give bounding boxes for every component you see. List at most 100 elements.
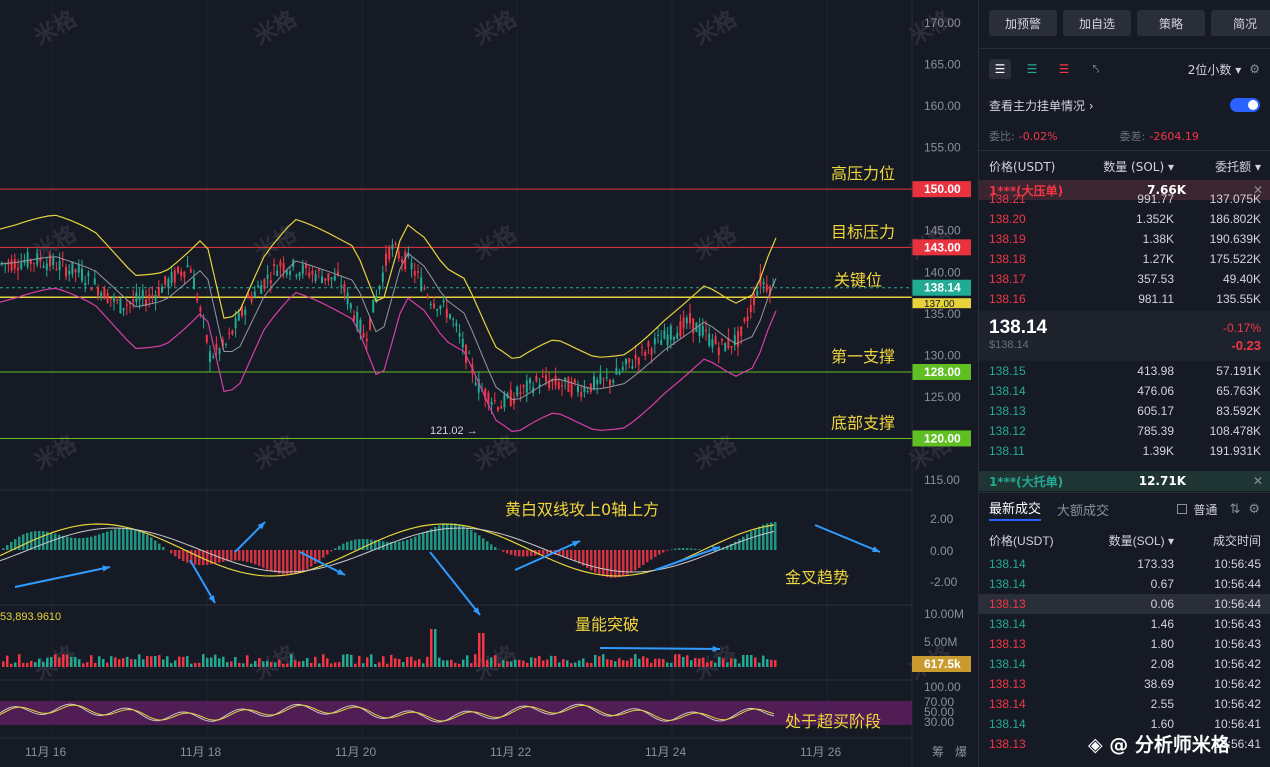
candle-body (279, 261, 282, 267)
bid-row[interactable]: 138.12 785.39 108.478K (979, 421, 1270, 441)
chart-canvas[interactable]: 米格米格米格米格米格米格米格米格米格米格米格米格米格米格米格米格米格米格米格米格… (0, 0, 976, 767)
volume-bar (174, 660, 177, 667)
rsi-band (0, 701, 912, 725)
normal-filter[interactable]: 普通 (1177, 501, 1217, 518)
amount-cell: 186.802K (1209, 212, 1261, 226)
candle-body (452, 318, 455, 320)
volume-bar (358, 655, 361, 667)
main-orders-link[interactable]: 查看主力挂单情况 › (989, 98, 1094, 113)
candle-body (369, 317, 371, 330)
settings-icon[interactable]: ⚙ (1248, 501, 1260, 517)
close-icon[interactable]: ✕ (1252, 474, 1263, 488)
candle-body (749, 304, 752, 313)
volume-bar (110, 656, 113, 667)
overview-button[interactable]: 简况 (1211, 10, 1270, 36)
col-amount[interactable]: 委托额 ▾ (1215, 159, 1261, 174)
volume-bar (6, 655, 9, 667)
trade-row[interactable]: 138.14 1.60 10:56:41 (979, 714, 1270, 734)
big-buy-label: 1***(大托单) (989, 474, 1064, 489)
bid-row[interactable]: 138.15 413.98 57.191K (979, 361, 1270, 381)
big-buy-order[interactable]: 1***(大托单) 12.71K ✕ (979, 471, 1270, 491)
add-watchlist-button[interactable]: 加自选 (1063, 10, 1131, 36)
trade-row[interactable]: 138.13 0.06 10:56:44 (979, 594, 1270, 614)
main-orders-toggle[interactable] (1230, 98, 1260, 112)
price-chart[interactable]: 米格米格米格米格米格米格米格米格米格米格米格米格米格米格米格米格米格米格米格米格… (0, 0, 976, 767)
price-level-badge-text: 137.00 (924, 299, 955, 310)
volume-bar (422, 663, 425, 667)
candle-body (663, 330, 666, 339)
macd-bar (606, 550, 609, 578)
filter-icon[interactable]: ⇅ (1229, 501, 1241, 517)
bid-row[interactable]: 138.14 476.06 65.763K (979, 381, 1270, 401)
candle-body (84, 282, 87, 286)
orderbook-asks-icon[interactable]: ☰ (1058, 62, 1070, 76)
volume-bar (574, 662, 577, 667)
candle-body (52, 257, 55, 266)
col-qty[interactable]: 数量 (SOL) ▾ (1103, 159, 1174, 174)
candle-body (337, 271, 339, 275)
candle-body (711, 339, 714, 348)
time-cell: 10:56:41 (1214, 737, 1261, 751)
trade-row[interactable]: 138.14 2.55 10:56:42 (979, 694, 1270, 714)
candle-body (218, 348, 221, 355)
candle-body (609, 379, 611, 386)
macd-bar (218, 550, 221, 563)
trade-row[interactable]: 138.14 2.08 10:56:42 (979, 654, 1270, 674)
candle-body (231, 330, 234, 335)
checkbox[interactable] (1177, 504, 1188, 514)
tab-large-trades[interactable]: 大额成交 (1057, 503, 1110, 519)
price-cell: 138.18 (989, 252, 1026, 266)
ask-row[interactable]: 138.18 1.27K 175.522K (979, 249, 1270, 269)
volume-bar (118, 659, 121, 667)
close-icon[interactable]: ✕ (1252, 183, 1263, 197)
add-alert-button[interactable]: 加预警 (989, 10, 1057, 36)
volume-bar (570, 663, 573, 667)
candle-body (388, 246, 391, 260)
bid-row[interactable]: 138.13 605.17 83.592K (979, 401, 1270, 421)
trade-row[interactable]: 138.13 10:56:41 (979, 734, 1270, 754)
ask-row[interactable]: 138.17 357.53 49.40K (979, 269, 1270, 289)
macd-bar (110, 530, 113, 550)
settings-icon[interactable]: ⚙ (1249, 62, 1260, 76)
ask-row[interactable]: 138.16 981.11 135.55K (979, 289, 1270, 309)
trade-row[interactable]: 138.13 38.69 10:56:42 (979, 674, 1270, 694)
big-sell-order[interactable]: 1***(大压单) 7.66K ✕ (979, 180, 1270, 200)
decimals-select[interactable]: 2位小数 ▾ (1187, 62, 1242, 77)
trade-row[interactable]: 138.14 0.67 10:56:44 (979, 574, 1270, 594)
trade-row[interactable]: 138.13 1.80 10:56:43 (979, 634, 1270, 654)
strategy-button[interactable]: 策略 (1137, 10, 1205, 36)
qty-cell: 1.80 (1150, 637, 1174, 651)
ask-row[interactable]: 138.19 1.38K 190.639K (979, 229, 1270, 249)
volume-bar (198, 662, 201, 667)
macd-bar (638, 550, 641, 568)
bid-row[interactable]: 138.11 1.39K 191.931K (979, 441, 1270, 461)
trade-row[interactable]: 138.14 173.33 10:56:45 (979, 554, 1270, 574)
price-cell: 138.14 (989, 697, 1026, 711)
change-percent: -0.17% (1222, 321, 1261, 335)
macd-bar (18, 536, 21, 550)
volume-bar (210, 657, 213, 667)
candle-body (439, 305, 442, 309)
annotation-arrow (189, 559, 216, 604)
ask-row[interactable]: 138.20 1.352K 186.802K (979, 209, 1270, 229)
tab-latest-trades[interactable]: 最新成交 (989, 498, 1042, 521)
macd-bar (70, 537, 73, 550)
macd-bar (694, 548, 697, 550)
candle-body (247, 294, 250, 299)
qty-cell: 0.67 (1150, 577, 1174, 591)
col-qty[interactable]: 数量(SOL) ▾ (1108, 533, 1174, 548)
candle-body (407, 253, 410, 257)
ask-row[interactable]: 138.21 991.77 137.075K (979, 189, 1270, 209)
volume-bar (722, 658, 725, 667)
main-orders-row: 查看主力挂单情况 › (989, 96, 1260, 114)
orderbook-both-icon[interactable]: ☰ (989, 59, 1011, 79)
volume-bar (390, 654, 393, 667)
volume-bar (538, 655, 541, 667)
volume-bar (262, 661, 265, 667)
macd-bar (478, 535, 481, 550)
orderbook-flip-icon[interactable]: ⤣ (1092, 61, 1100, 76)
trade-row[interactable]: 138.14 1.46 10:56:43 (979, 614, 1270, 634)
orderbook-bids-icon[interactable]: ☰ (1026, 62, 1038, 76)
volume-bar (142, 659, 145, 667)
volume-bar (114, 657, 117, 667)
